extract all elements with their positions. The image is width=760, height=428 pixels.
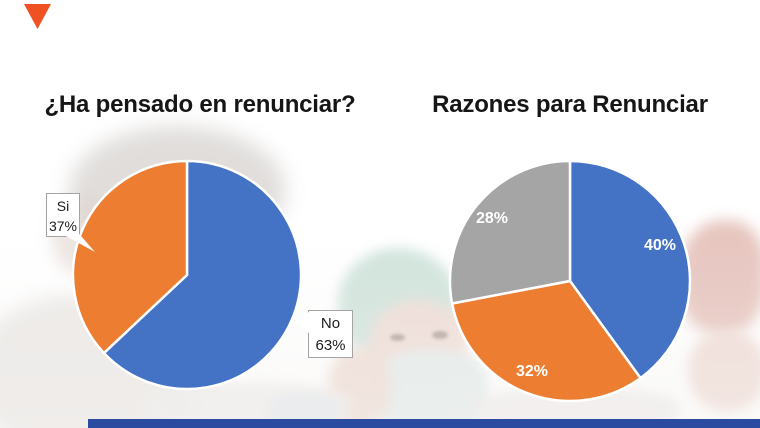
right-chart-title: Razones para Renunciar: [432, 91, 708, 118]
left-chart-title: ¿Ha pensado en renunciar?: [44, 91, 356, 118]
callout-no-category: No: [320, 315, 341, 332]
pie-chart-quit-question: [71, 159, 303, 391]
pie-chart-quit-reasons: [448, 159, 692, 403]
callout-si-percent: 37%: [48, 218, 78, 234]
data-label-32-percent: 32%: [515, 363, 549, 380]
data-label-28-percent: 28%: [475, 210, 509, 227]
callout-si-category: Si: [56, 198, 70, 214]
callout-label-no: No 63%: [308, 310, 353, 358]
pie-slice-28pct: [448, 159, 572, 305]
bottom-bar-decoration: [88, 419, 760, 428]
data-label-40-percent: 40%: [643, 237, 677, 254]
callout-no-percent: 63%: [315, 337, 346, 354]
callout-label-si: Si 37%: [46, 193, 80, 237]
